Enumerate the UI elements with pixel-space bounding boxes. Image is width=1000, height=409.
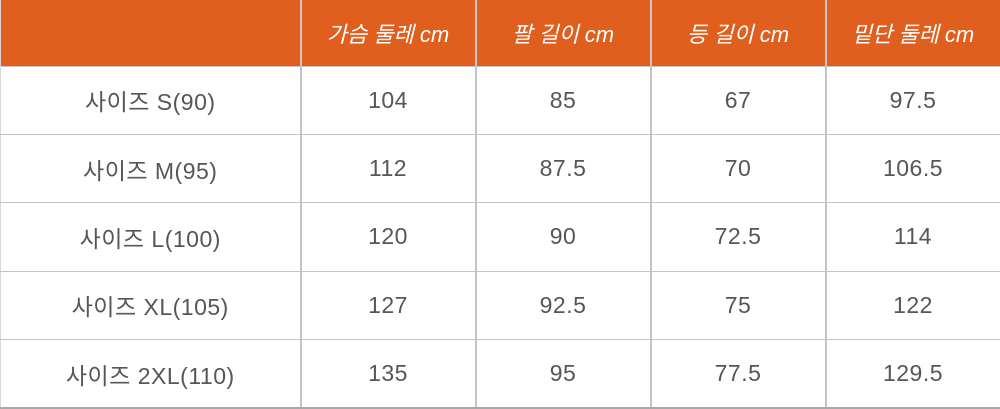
cell-back: 67 xyxy=(649,65,826,135)
header-row: 가슴 둘레 cm 팔 길이 cm 등 길이 cm 밑단 둘레 cm xyxy=(0,0,1000,66)
table-row: 사이즈 M(95) 112 87.5 70 106.5 xyxy=(0,133,1000,204)
cell-hem: 122 xyxy=(824,270,1000,341)
header-cell-empty xyxy=(0,0,301,66)
cell-chest: 127 xyxy=(299,270,476,341)
cell-arm: 92.5 xyxy=(474,270,651,341)
row-label: 사이즈 2XL(110) xyxy=(0,339,301,409)
cell-arm: 95 xyxy=(474,339,651,409)
row-label: 사이즈 M(95) xyxy=(0,133,301,204)
table-row: 사이즈 S(90) 104 85 67 97.5 xyxy=(0,65,1000,135)
table-row: 사이즈 XL(105) 127 92.5 75 122 xyxy=(0,270,1000,341)
row-label: 사이즈 L(100) xyxy=(0,202,301,272)
table-row: 사이즈 L(100) 120 90 72.5 114 xyxy=(0,202,1000,272)
cell-arm: 87.5 xyxy=(474,133,651,204)
cell-hem: 97.5 xyxy=(824,65,1000,135)
cell-back: 72.5 xyxy=(649,202,826,272)
header-cell-chest: 가슴 둘레 cm xyxy=(299,0,476,66)
row-label: 사이즈 XL(105) xyxy=(0,270,301,341)
cell-back: 75 xyxy=(649,270,826,341)
cell-back: 77.5 xyxy=(649,339,826,409)
header-cell-back: 등 길이 cm xyxy=(649,0,826,66)
cell-arm: 90 xyxy=(474,202,651,272)
table-body: 사이즈 S(90) 104 85 67 97.5 사이즈 M(95) 112 8… xyxy=(0,65,1000,409)
cell-chest: 120 xyxy=(299,202,476,272)
cell-chest: 112 xyxy=(299,133,476,204)
cell-hem: 114 xyxy=(824,202,1000,272)
cell-back: 70 xyxy=(649,133,826,204)
cell-hem: 129.5 xyxy=(824,339,1000,409)
header-cell-arm: 팔 길이 cm xyxy=(474,0,651,66)
header-cell-hem: 밑단 둘레 cm xyxy=(824,0,1000,66)
cell-hem: 106.5 xyxy=(824,133,1000,204)
cell-chest: 135 xyxy=(299,339,476,409)
table-header: 가슴 둘레 cm 팔 길이 cm 등 길이 cm 밑단 둘레 cm xyxy=(0,0,1000,66)
cell-chest: 104 xyxy=(299,65,476,135)
row-label: 사이즈 S(90) xyxy=(0,65,301,135)
table-row: 사이즈 2XL(110) 135 95 77.5 129.5 xyxy=(0,339,1000,409)
cell-arm: 85 xyxy=(474,65,651,135)
